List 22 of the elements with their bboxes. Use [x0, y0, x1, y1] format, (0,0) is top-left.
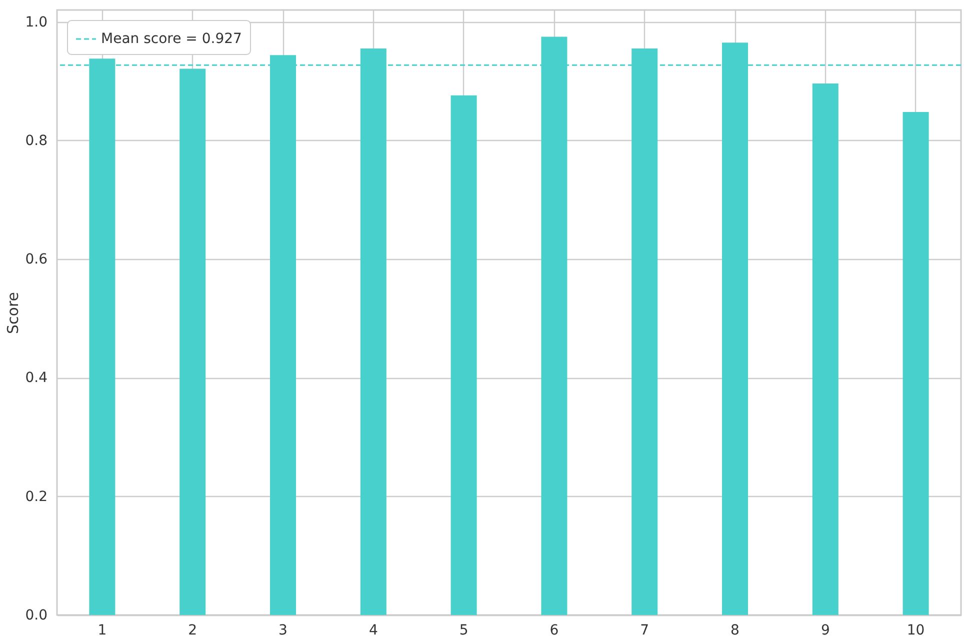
x-tick-label: 5 [459, 622, 468, 638]
bar [812, 84, 838, 615]
y-tick-label: 0.2 [25, 488, 48, 505]
y-tick-label: 0.0 [25, 608, 48, 624]
x-tick-label: 6 [550, 622, 559, 638]
y-tick-label: 0.6 [25, 252, 48, 268]
x-tick-label: 9 [820, 622, 830, 638]
bar [902, 112, 929, 615]
y-tick-label: 0.4 [25, 370, 48, 386]
y-axis-title: Score [4, 292, 22, 334]
bar [450, 95, 477, 615]
x-tick-label: 1 [98, 622, 107, 638]
x-tick-label: 3 [278, 622, 288, 638]
legend-label: Mean score = 0.927 [101, 31, 242, 47]
y-tick-label: 1.0 [25, 14, 48, 30]
x-tick-label: 7 [640, 622, 650, 638]
x-tick-label: 2 [188, 622, 198, 638]
y-tick-label: 0.8 [25, 132, 48, 149]
x-tick-label: 8 [730, 622, 740, 638]
x-tick-label: 10 [906, 622, 925, 638]
x-tick-label: 4 [368, 622, 378, 638]
bar [180, 68, 206, 615]
